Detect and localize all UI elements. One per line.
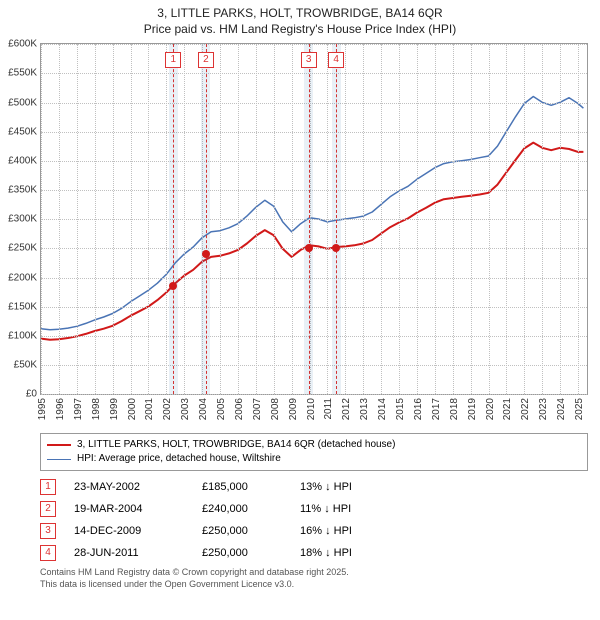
legend-label: 3, LITTLE PARKS, HOLT, TROWBRIDGE, BA14 … <box>77 438 395 452</box>
y-axis-label: £450K <box>8 126 37 137</box>
y-axis-label: £250K <box>8 243 37 254</box>
sale-marker-tag: 4 <box>328 52 344 68</box>
legend-swatch <box>47 444 71 446</box>
sale-marker-tag: 3 <box>301 52 317 68</box>
sale-marker-line <box>173 44 174 394</box>
sale-dot <box>305 244 313 252</box>
sale-row-diff: 18% ↓ HPI <box>300 547 352 559</box>
plot-area: £0£50K£100K£150K£200K£250K£300K£350K£400… <box>40 43 588 395</box>
sale-row-date: 19-MAR-2004 <box>74 503 184 515</box>
footer: Contains HM Land Registry data © Crown c… <box>40 567 588 590</box>
sale-row-price: £250,000 <box>202 547 282 559</box>
sale-row-diff: 16% ↓ HPI <box>300 525 352 537</box>
y-axis-label: £300K <box>8 214 37 225</box>
chart-titles: 3, LITTLE PARKS, HOLT, TROWBRIDGE, BA14 … <box>0 0 600 37</box>
legend-row: HPI: Average price, detached house, Wilt… <box>47 452 581 466</box>
sale-row-price: £240,000 <box>202 503 282 515</box>
sale-row-tag: 3 <box>40 523 56 539</box>
sales-table: 1 23-MAY-2002 £185,000 13% ↓ HPI 2 19-MAR-200… <box>40 479 588 561</box>
sale-row: 3 14-DEC-2009 £250,000 16% ↓ HPI <box>40 523 588 539</box>
sale-row-diff: 11% ↓ HPI <box>300 503 351 515</box>
sale-row: 4 28-JUN-2011 £250,000 18% ↓ HPI <box>40 545 588 561</box>
sale-row-date: 28-JUN-2011 <box>74 547 184 559</box>
legend-swatch <box>47 459 71 460</box>
y-axis-label: £600K <box>8 39 37 50</box>
sale-marker-tag: 2 <box>198 52 214 68</box>
sale-dot <box>202 250 210 258</box>
y-axis-label: £50K <box>14 360 37 371</box>
sale-marker-line <box>206 44 207 394</box>
sale-row: 1 23-MAY-2002 £185,000 13% ↓ HPI <box>40 479 588 495</box>
x-axis-labels-area <box>40 395 588 429</box>
sale-marker-line <box>336 44 337 394</box>
y-axis-label: £100K <box>8 330 37 341</box>
sale-row-date: 23-MAY-2002 <box>74 481 184 493</box>
y-axis-label: £150K <box>8 301 37 312</box>
sale-row-tag: 2 <box>40 501 56 517</box>
y-axis-label: £400K <box>8 155 37 166</box>
sale-row-diff: 13% ↓ HPI <box>300 481 352 493</box>
y-axis-label: £200K <box>8 272 37 283</box>
chart-title-address: 3, LITTLE PARKS, HOLT, TROWBRIDGE, BA14 … <box>0 6 600 22</box>
chart-container: 3, LITTLE PARKS, HOLT, TROWBRIDGE, BA14 … <box>0 0 600 591</box>
footer-line-1: Contains HM Land Registry data © Crown c… <box>40 567 588 579</box>
sale-marker-tag: 1 <box>165 52 181 68</box>
sale-row-tag: 1 <box>40 479 56 495</box>
sale-row-price: £250,000 <box>202 525 282 537</box>
legend-row: 3, LITTLE PARKS, HOLT, TROWBRIDGE, BA14 … <box>47 438 581 452</box>
sale-row-tag: 4 <box>40 545 56 561</box>
y-axis-label: £500K <box>8 97 37 108</box>
footer-line-2: This data is licensed under the Open Gov… <box>40 579 588 591</box>
sale-row-price: £185,000 <box>202 481 282 493</box>
sale-row: 2 19-MAR-2004 £240,000 11% ↓ HPI <box>40 501 588 517</box>
sale-row-date: 14-DEC-2009 <box>74 525 184 537</box>
sale-dot <box>169 282 177 290</box>
legend: 3, LITTLE PARKS, HOLT, TROWBRIDGE, BA14 … <box>40 433 588 471</box>
chart-title-subtitle: Price paid vs. HM Land Registry's House … <box>0 22 600 38</box>
sale-dot <box>332 244 340 252</box>
sale-marker-line <box>309 44 310 394</box>
y-axis-label: £350K <box>8 185 37 196</box>
y-axis-label: £0 <box>26 389 37 400</box>
y-axis-label: £550K <box>8 68 37 79</box>
legend-label: HPI: Average price, detached house, Wilt… <box>77 452 281 466</box>
